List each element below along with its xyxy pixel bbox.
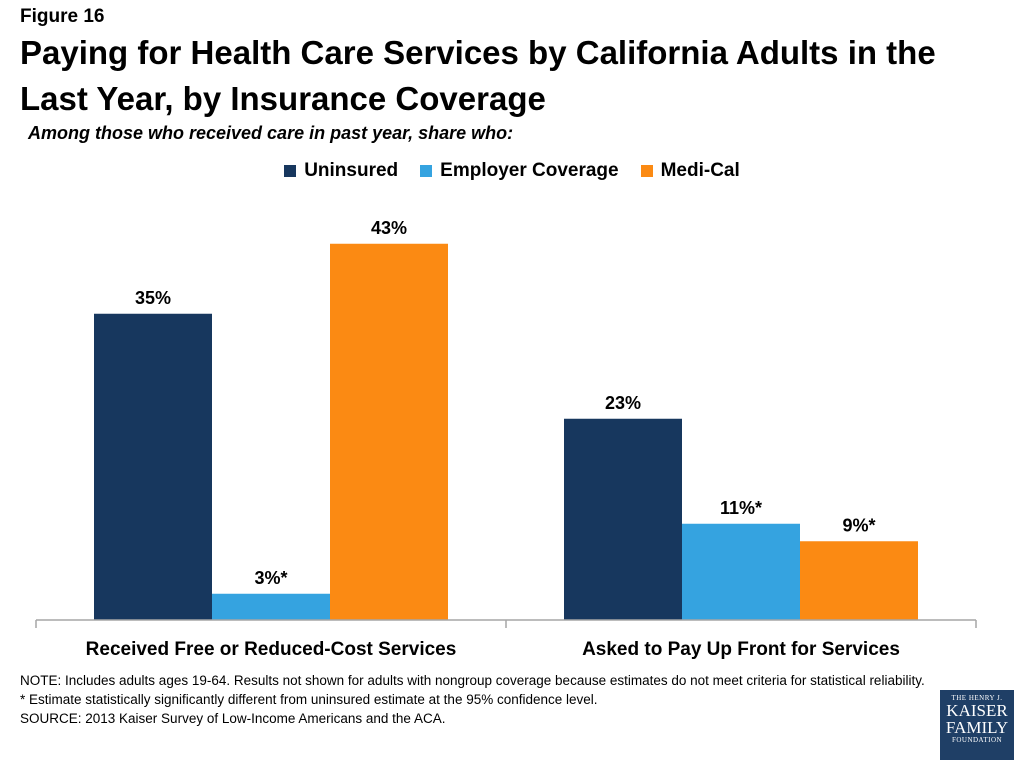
kff-logo: THE HENRY J. KAISER FAMILY FOUNDATION: [940, 690, 1014, 760]
bar-employer-coverage-1: [682, 523, 800, 620]
note-text: NOTE: Includes adults ages 19-64. Result…: [20, 673, 925, 688]
legend-swatch-employer: [420, 165, 433, 177]
legend-swatch-uninsured: [284, 165, 297, 177]
legend-label-uninsured: Uninsured: [304, 160, 399, 181]
chart-subtitle: Among those who received care in past ye…: [28, 123, 514, 143]
asterisk-note: * Estimate statistically significantly d…: [20, 692, 598, 707]
data-label-medi-cal-0: 43%: [371, 218, 407, 238]
legend-label-employer: Employer Coverage: [440, 160, 619, 181]
source-text: SOURCE: 2013 Kaiser Survey of Low-Income…: [20, 711, 446, 726]
category-label-0: Received Free or Reduced-Cost Services: [86, 639, 457, 660]
data-label-employer-coverage-1: 11%*: [720, 498, 762, 518]
category-label-1: Asked to Pay Up Front for Services: [582, 639, 900, 660]
bar-employer-coverage-0: [212, 593, 330, 620]
bar-chart: 35% 3%* 43% Received Free or Reduced-Cost S…: [35, 218, 977, 660]
logo-line-3: FAMILY: [945, 718, 1009, 737]
footnotes: NOTE: Includes adults ages 19-64. Result…: [20, 671, 940, 728]
legend-item-uninsured: Uninsured: [284, 160, 398, 182]
logo-line-2: KAISER: [946, 701, 1008, 720]
chart-title: Paying for Health Care Services by Calif…: [20, 34, 936, 117]
legend: Uninsured Employer Coverage Medi-Cal: [0, 160, 1024, 182]
bar-medi-cal-1: [800, 541, 918, 620]
logo-line-1: THE HENRY J.: [951, 694, 1003, 702]
data-label-uninsured-0: 35%: [135, 288, 171, 308]
legend-swatch-medi-cal: [640, 165, 653, 177]
data-label-medi-cal-1: 9%*: [842, 515, 875, 535]
bar-uninsured-0: [94, 313, 212, 620]
legend-item-employer: Employer Coverage: [420, 160, 619, 182]
bar-medi-cal-0: [330, 243, 448, 620]
bar-uninsured-1: [564, 418, 682, 620]
data-label-employer-coverage-0: 3%*: [254, 568, 287, 588]
data-label-uninsured-1: 23%: [605, 393, 641, 413]
figure-label: Figure 16: [20, 6, 105, 27]
legend-label-medi-cal: Medi-Cal: [660, 160, 740, 181]
legend-item-medi-cal: Medi-Cal: [640, 160, 740, 182]
logo-line-4: FOUNDATION: [951, 736, 1003, 744]
